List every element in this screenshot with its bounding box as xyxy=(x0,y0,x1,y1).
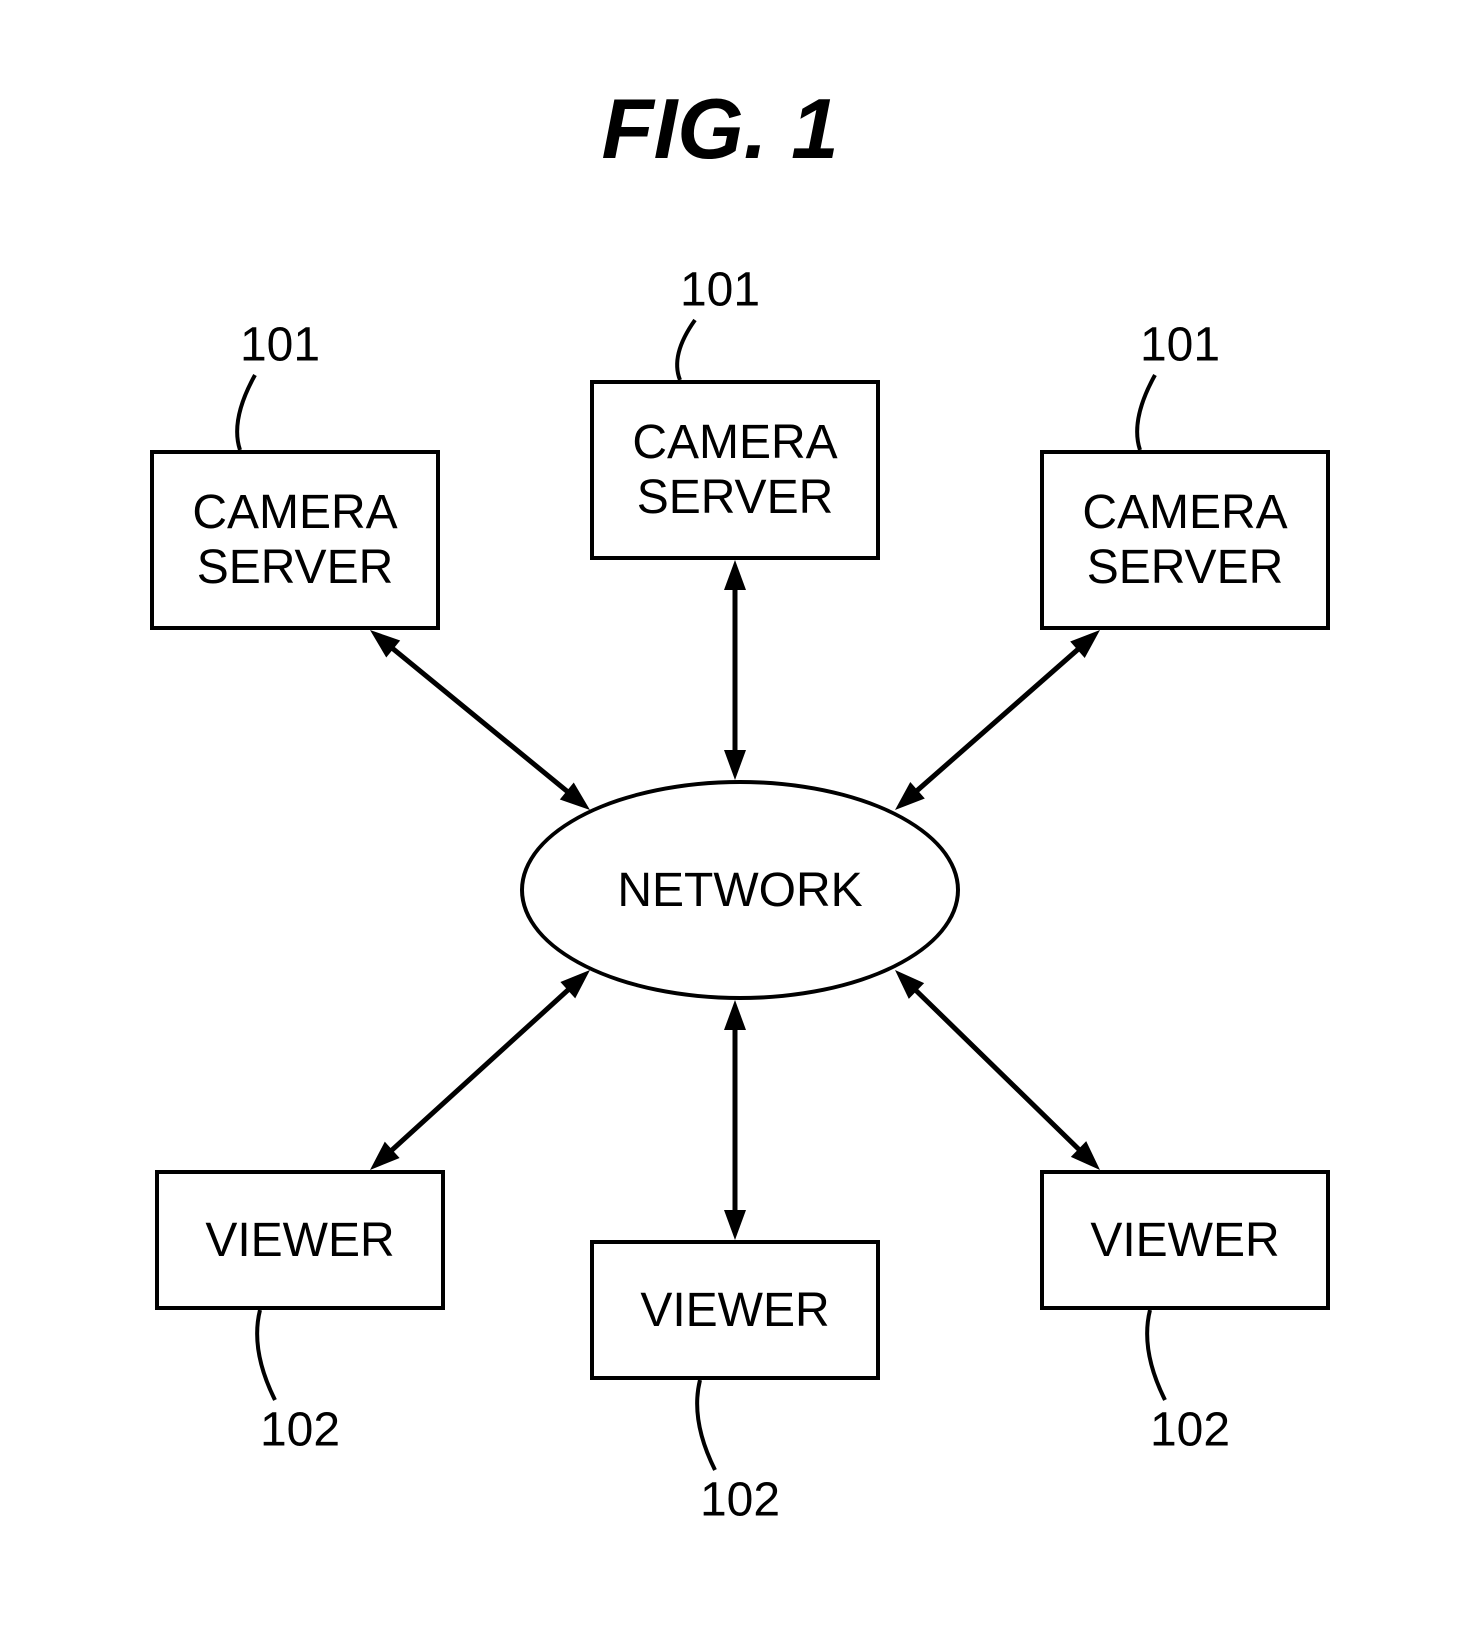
arrowhead-icon xyxy=(724,750,746,780)
ref-leader-vw-left xyxy=(257,1310,275,1400)
ref-label-text: 102 xyxy=(260,1404,340,1457)
node-vw-mid: VIEWER xyxy=(590,1240,880,1380)
ref-label-vw-left: 102 xyxy=(260,1403,340,1458)
ref-leader-cs-right xyxy=(1137,375,1155,450)
ref-leader-vw-right xyxy=(1147,1310,1165,1400)
connection-cs-left xyxy=(391,647,569,793)
arrowhead-icon xyxy=(724,560,746,590)
ref-label-text: 101 xyxy=(680,264,760,317)
ref-label-vw-mid: 102 xyxy=(700,1473,780,1528)
ref-label-text: 101 xyxy=(1140,319,1220,372)
node-label: VIEWER xyxy=(640,1283,829,1338)
ref-label-vw-right: 102 xyxy=(1150,1403,1230,1458)
ref-label-text: 102 xyxy=(1150,1404,1230,1457)
ref-leader-vw-mid xyxy=(697,1380,715,1470)
network-label: NETWORK xyxy=(617,863,862,918)
network-node: NETWORK xyxy=(520,780,960,1000)
node-cs-mid: CAMERA SERVER xyxy=(590,380,880,560)
node-cs-right: CAMERA SERVER xyxy=(1040,450,1330,630)
node-label: VIEWER xyxy=(1090,1213,1279,1268)
figure-canvas: FIG. 1 CAMERA SERVERCAMERA SERVERCAMERA … xyxy=(0,0,1472,1627)
ref-label-text: 102 xyxy=(700,1474,780,1527)
node-label: CAMERA SERVER xyxy=(632,415,837,525)
node-vw-left: VIEWER xyxy=(155,1170,445,1310)
ref-label-cs-right: 101 xyxy=(1140,318,1220,373)
connection-vw-left xyxy=(390,988,570,1152)
node-cs-left: CAMERA SERVER xyxy=(150,450,440,630)
ref-leader-cs-mid xyxy=(677,320,695,380)
node-label: CAMERA SERVER xyxy=(192,485,397,595)
arrowhead-icon xyxy=(724,1210,746,1240)
arrowhead-icon xyxy=(724,1000,746,1030)
connection-vw-right xyxy=(914,989,1080,1151)
ref-label-cs-mid: 101 xyxy=(680,263,760,318)
ref-label-cs-left: 101 xyxy=(240,318,320,373)
ref-leader-cs-left xyxy=(237,375,255,450)
node-label: VIEWER xyxy=(205,1213,394,1268)
node-vw-right: VIEWER xyxy=(1040,1170,1330,1310)
connection-cs-right xyxy=(915,648,1079,792)
ref-label-text: 101 xyxy=(240,319,320,372)
node-label: CAMERA SERVER xyxy=(1082,485,1287,595)
